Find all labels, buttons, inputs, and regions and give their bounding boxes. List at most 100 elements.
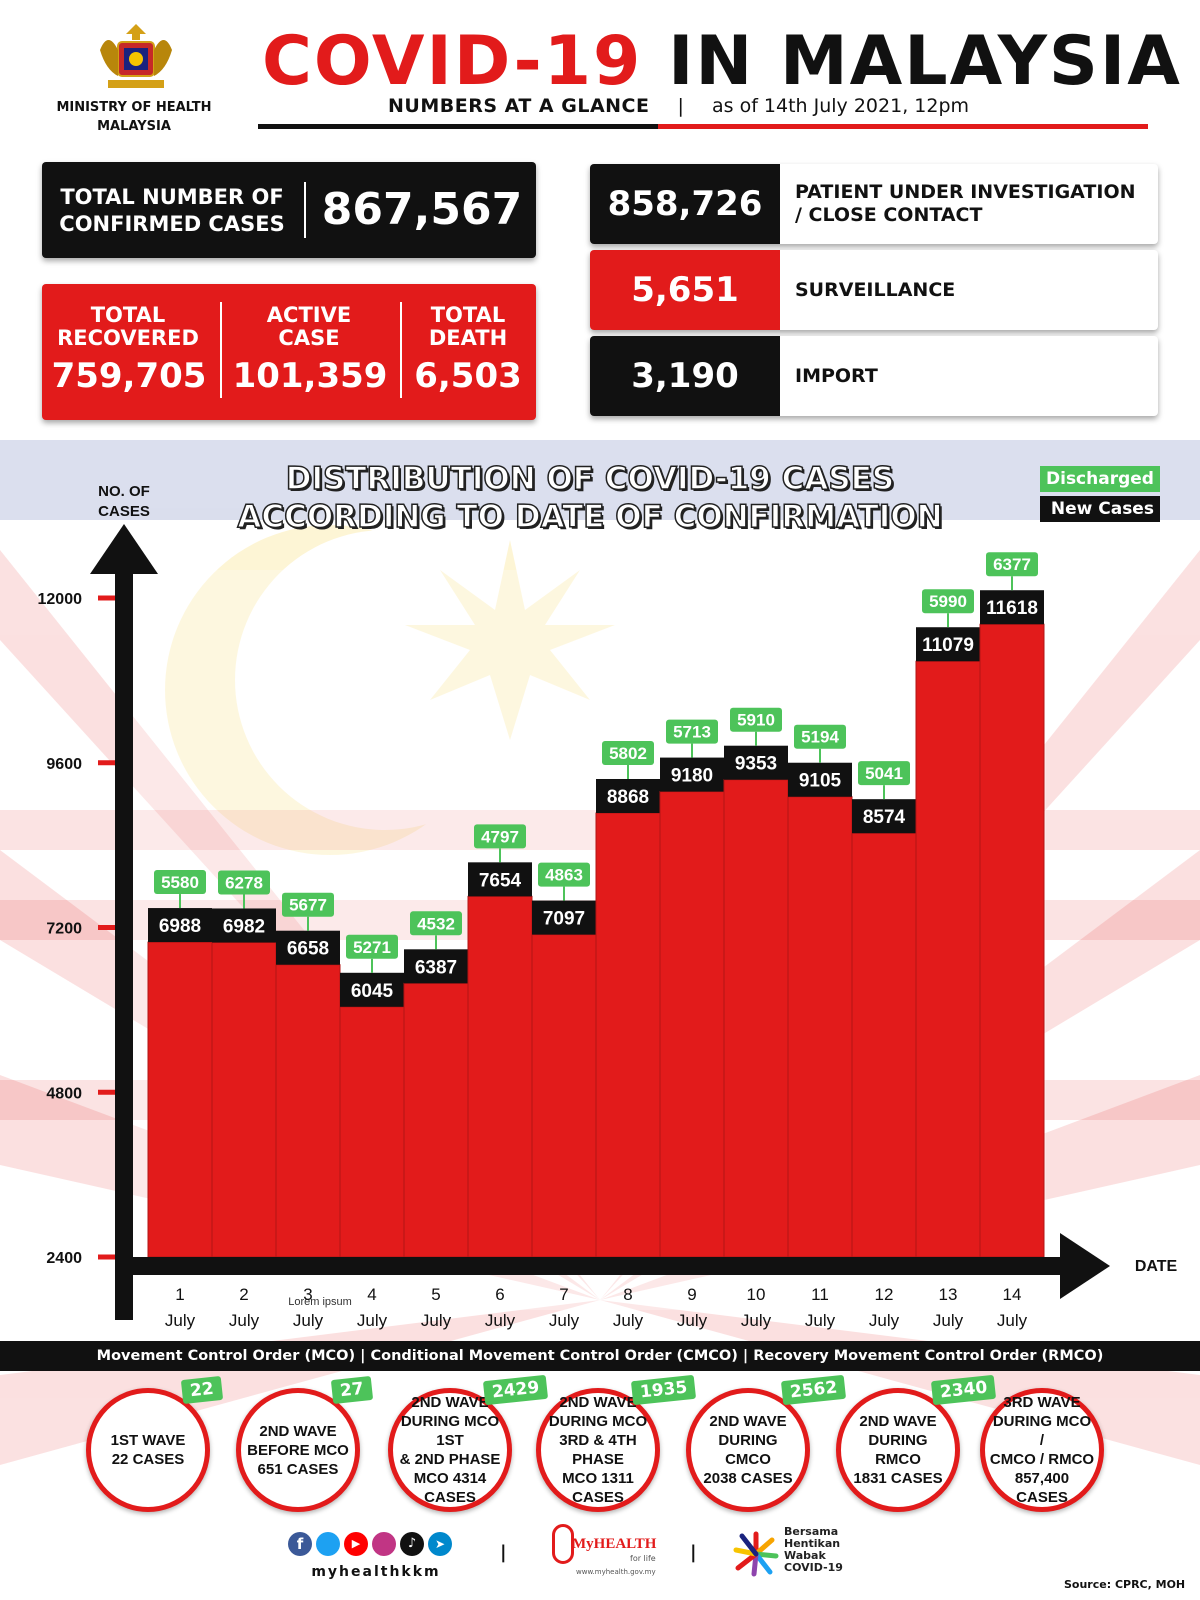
- chart-legend: Discharged New Cases: [1040, 466, 1160, 522]
- new-cases-label: 7654: [479, 870, 522, 891]
- header-rule: [258, 124, 658, 129]
- confirmed-label-2: CONFIRMED CASES: [59, 212, 285, 236]
- ministry-line-1: MINISTRY OF HEALTH: [56, 100, 212, 115]
- social-icons: f ▶ ♪ ➤: [288, 1532, 464, 1558]
- death-label-1: TOTAL: [430, 303, 506, 327]
- bar: [403, 982, 469, 1258]
- wave-badge: 27: [330, 1375, 373, 1405]
- discharged-label-box: [858, 761, 910, 786]
- x-tick-label-day: 1: [175, 1285, 184, 1304]
- confirmed-label: TOTAL NUMBER OF CONFIRMED CASES: [56, 184, 288, 238]
- campaign-line-2: Hentikan: [784, 1537, 841, 1550]
- campaign-burst-icon: [733, 1531, 779, 1577]
- recovered-label-2: RECOVERED: [57, 326, 199, 350]
- telegram-icon[interactable]: ➤: [428, 1532, 452, 1556]
- panel-pui-value: 858,726: [590, 164, 780, 244]
- x-tick-label-month: July: [549, 1311, 580, 1330]
- y-axis-label-1: NO. OF: [98, 483, 150, 500]
- new-cases-label-box: [532, 900, 596, 935]
- wave-circle-text: 2ND WAVE DURING MCO 1ST & 2ND PHASE MCO …: [399, 1394, 501, 1506]
- x-tick-label-month: July: [933, 1311, 964, 1330]
- x-tick-label-month: July: [293, 1311, 324, 1330]
- new-cases-label-box: [596, 778, 660, 813]
- x-tick-label-month: July: [485, 1311, 516, 1330]
- bar: [211, 941, 277, 1258]
- discharged-label: 4863: [545, 866, 583, 885]
- header-rule-red: [658, 124, 1148, 129]
- new-cases-label-box: [724, 745, 788, 780]
- x-axis-line: [115, 1257, 1070, 1275]
- x-tick-label-month: July: [357, 1311, 388, 1330]
- myhealth-figure-icon: [552, 1524, 574, 1564]
- y-tick-mark: [98, 760, 120, 766]
- wave-circle-text: 2ND WAVE DURING RMCO 1831 CASES: [853, 1413, 943, 1487]
- discharged-label-box: [986, 552, 1038, 577]
- bar: [339, 1006, 405, 1258]
- campaign-line-3: Wabak: [784, 1549, 826, 1562]
- new-cases-label: 6988: [159, 916, 201, 937]
- discharged-label-box: [282, 892, 334, 917]
- page-title: COVID-19 IN MALAYSIA: [262, 22, 1182, 102]
- wave-circle: 2ND WAVE BEFORE MCO 651 CASES: [236, 1388, 360, 1512]
- x-tick-label-day: 7: [559, 1285, 568, 1304]
- discharged-label-box: [154, 870, 206, 895]
- new-cases-label: 6045: [351, 981, 394, 1002]
- bar: [723, 779, 789, 1258]
- panel-surveillance: 5,651 SURVEILLANCE: [590, 250, 1158, 330]
- x-tick-label-month: July: [613, 1311, 644, 1330]
- death-value: 6,503: [414, 356, 522, 396]
- confirmed-divider: [304, 182, 306, 238]
- discharged-label: 5580: [161, 873, 199, 892]
- discharged-label-box: [474, 824, 526, 849]
- discharged-label: 5677: [289, 896, 327, 915]
- x-tick-label-month: July: [677, 1311, 708, 1330]
- x-tick-label-month: July: [229, 1311, 260, 1330]
- new-cases-label-box: [148, 908, 212, 943]
- wave-circle-text: 2ND WAVE BEFORE MCO 651 CASES: [247, 1422, 349, 1478]
- myhealth-url: www.myhealth.gov.my: [576, 1568, 656, 1576]
- bar: [787, 796, 853, 1258]
- panel-import: 3,190 IMPORT: [590, 336, 1158, 416]
- x-tick-label-day: 3: [303, 1285, 312, 1304]
- panel-pui: 858,726 PATIENT UNDER INVESTIGATION / CL…: [590, 164, 1158, 244]
- y-tick-mark: [98, 1254, 120, 1260]
- confirmed-cases-box: TOTAL NUMBER OF CONFIRMED CASES 867,567: [42, 162, 536, 258]
- wave-circle-text: 2ND WAVE DURING CMCO 2038 CASES: [703, 1413, 793, 1487]
- new-cases-label: 8868: [607, 787, 649, 808]
- new-cases-label: 7097: [543, 909, 585, 930]
- x-tick-label-day: 2: [239, 1285, 248, 1304]
- ministry-name: MINISTRY OF HEALTH MALAYSIA: [44, 98, 224, 136]
- mco-banner: Movement Control Order (MCO) | Condition…: [0, 1341, 1200, 1371]
- death-label-2: DEATH: [428, 326, 508, 350]
- active-label-2: CASE: [278, 326, 340, 350]
- discharged-label: 6278: [225, 873, 263, 892]
- new-cases-label: 6387: [415, 957, 457, 978]
- wave-circle-text: 1ST WAVE 22 CASES: [110, 1432, 186, 1468]
- wave-badge: 2562: [780, 1374, 847, 1406]
- twitter-icon[interactable]: [316, 1532, 340, 1556]
- bar: [595, 812, 661, 1258]
- y-tick-label: 12000: [38, 591, 83, 608]
- x-tick-label-month: July: [165, 1311, 196, 1330]
- facebook-icon[interactable]: f: [288, 1532, 312, 1556]
- new-cases-label-box: [276, 930, 340, 965]
- myhealth-logo: MyHEALTH for life www.myhealth.gov.my: [548, 1518, 668, 1582]
- discharged-label: 5271: [353, 938, 391, 957]
- youtube-icon[interactable]: ▶: [344, 1532, 368, 1556]
- new-cases-label: 11618: [986, 598, 1038, 619]
- legend-discharged: Discharged: [1040, 466, 1160, 492]
- instagram-icon[interactable]: [372, 1532, 396, 1556]
- y-tick-label: 9600: [46, 756, 82, 773]
- bar: [979, 623, 1045, 1258]
- y-axis-label-2: CASES: [98, 503, 150, 520]
- discharged-label: 4797: [481, 827, 519, 846]
- title-black: IN MALAYSIA: [668, 22, 1182, 101]
- panel-surveillance-value: 5,651: [590, 250, 780, 330]
- tiktok-icon[interactable]: ♪: [400, 1532, 424, 1556]
- new-cases-label: 9105: [799, 771, 842, 792]
- discharged-label: 4532: [417, 914, 455, 933]
- outcome-divider-1: [220, 302, 222, 398]
- wave-badge: 2429: [482, 1374, 549, 1406]
- panel-import-label: IMPORT: [795, 365, 878, 387]
- x-tick-label-day: 14: [1003, 1285, 1022, 1304]
